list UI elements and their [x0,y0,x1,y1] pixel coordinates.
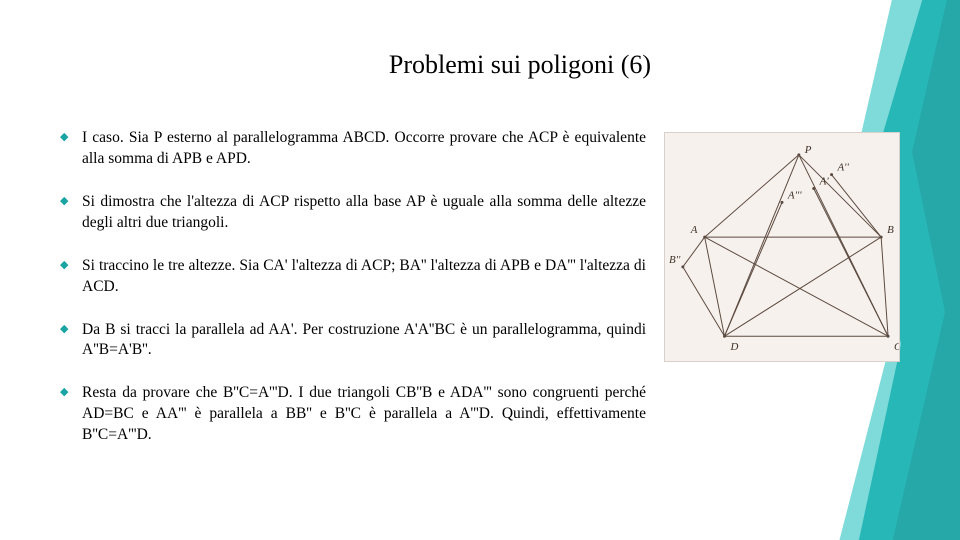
svg-text:A: A [690,224,698,236]
svg-text:B: B [887,224,894,236]
svg-text:A''': A''' [787,189,802,201]
geometry-figure: P A B D C A' A'' B'' A''' [664,132,900,362]
svg-text:P: P [804,144,812,156]
list-item: Resta da provare che B''C=A'''D. I due t… [60,383,646,446]
svg-text:A'': A'' [837,162,850,174]
slide-content: I caso. Sia P esterno al parallelogramma… [60,128,900,468]
svg-text:B'': B'' [669,254,681,266]
svg-text:C: C [894,341,899,353]
list-item: I caso. Sia P esterno al parallelogramma… [60,128,646,170]
slide-title: Problemi sui poligoni (6) [140,50,900,80]
slide: Problemi sui poligoni (6) I caso. Sia P … [0,0,960,540]
svg-text:A': A' [819,176,830,188]
list-item: Da B si tracci la parallela ad AA'. Per … [60,320,646,362]
bullet-list: I caso. Sia P esterno al parallelogramma… [60,128,646,468]
svg-text:D: D [729,341,738,353]
list-item: Si traccino le tre altezze. Sia CA' l'al… [60,256,646,298]
geometry-svg: P A B D C A' A'' B'' A''' [665,133,899,361]
list-item: Si dimostra che l'altezza di ACP rispett… [60,192,646,234]
